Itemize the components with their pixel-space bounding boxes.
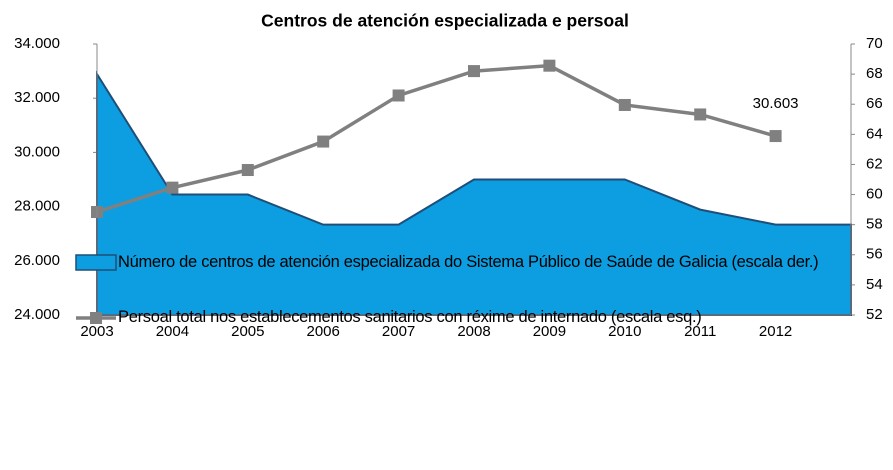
y-tick-label: 24.000: [14, 306, 60, 323]
legend-swatch: [75, 254, 117, 271]
x-tick-label: 2010: [608, 323, 641, 340]
marker: [694, 108, 707, 121]
marker: [392, 89, 405, 102]
marker: [241, 164, 254, 177]
x-tick-label: 2011: [684, 323, 716, 340]
x-tick-label: 2003: [80, 323, 113, 340]
x-tick-label: 2007: [382, 323, 415, 340]
marker: [618, 98, 631, 111]
marker: [166, 181, 179, 194]
y2-tick-label: 52: [866, 306, 883, 323]
marker: [769, 130, 782, 143]
y-tick-label: 26.000: [14, 252, 60, 269]
y-tick-label: 34.000: [14, 35, 60, 52]
y-tick-label: 28.000: [14, 198, 60, 215]
marker: [543, 59, 556, 72]
y2-tick-label: 68: [866, 65, 883, 82]
x-tick-label: 2005: [231, 323, 264, 340]
line: [96, 63, 777, 214]
y2-tick-label: 60: [866, 186, 883, 203]
x-tick-label: 2012: [759, 323, 792, 340]
y-tick-label: 30.000: [14, 143, 60, 160]
y2-tick-label: 54: [866, 276, 883, 293]
y2-tick-label: 66: [866, 95, 883, 112]
x-tick-label: 2004: [156, 323, 189, 340]
data-label: 30.603: [753, 95, 799, 112]
legend-swatch: [90, 312, 102, 324]
y2-tick-label: 64: [866, 125, 883, 142]
y2-tick-label: 62: [866, 155, 883, 172]
y2-tick-label: 56: [866, 246, 883, 263]
legend-label: Persoal total nos establecementos sanita…: [118, 308, 702, 326]
y2-tick-label: 58: [866, 216, 883, 233]
x-tick-label: 2009: [533, 323, 566, 340]
legend-label: Número de centros de atención especializ…: [118, 253, 819, 271]
x-tick-label: 2006: [307, 323, 340, 340]
x-tick-label: 2008: [457, 323, 490, 340]
area: [96, 70, 852, 316]
y-tick-label: 32.000: [14, 89, 60, 106]
y2-tick-label: 70: [866, 35, 883, 52]
marker: [468, 65, 480, 78]
marker: [317, 135, 330, 148]
chart-title: Centros de atención especializada e pers…: [261, 11, 629, 31]
